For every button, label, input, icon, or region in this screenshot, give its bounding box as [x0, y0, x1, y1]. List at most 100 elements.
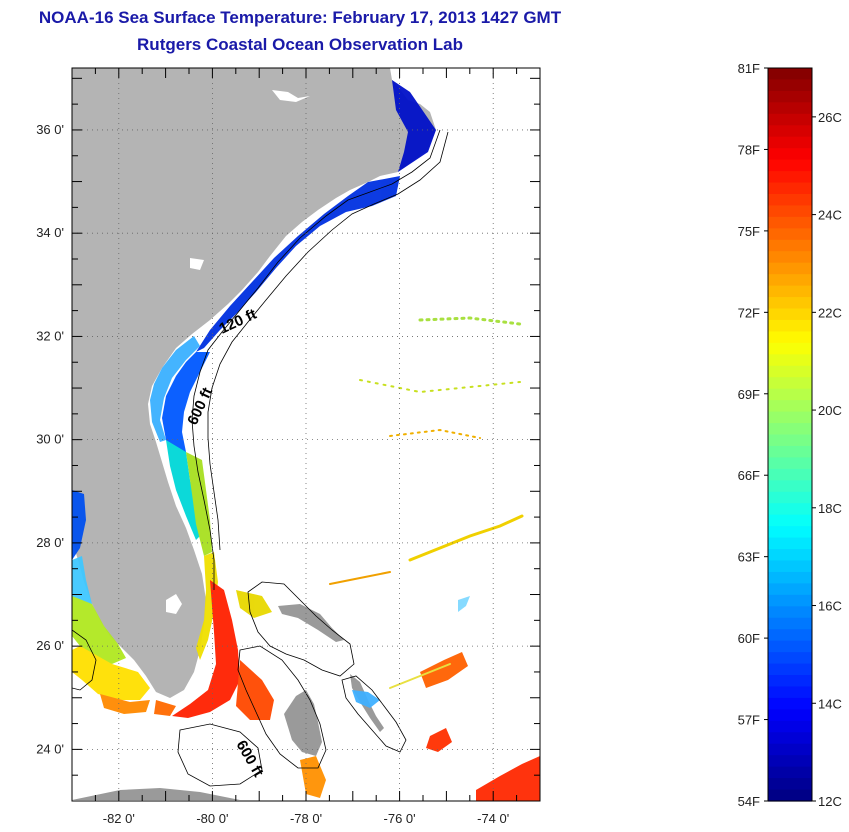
land-mainland	[72, 68, 436, 698]
land-bahamas-andros	[284, 690, 322, 756]
colorbar-swatch	[768, 205, 812, 218]
colorbar-swatch	[768, 571, 812, 584]
map-axes: 36 0' 34 0' 32 0' 30 0' 28 0' 26 0' 24 0' -82 0…	[36, 67, 541, 826]
colorbar-swatch	[768, 720, 812, 733]
lat-tick-label: 36 0'	[36, 122, 64, 137]
inland-water	[166, 90, 310, 614]
colorbar-swatch	[768, 709, 812, 722]
lat-tick-label: 30 0'	[36, 432, 64, 447]
colorbar-swatch	[768, 732, 812, 745]
sst-colorbar: 81F 78F 75F 72F 69F 66F 63F 60F 57F 54F 26C 24C 22C 2…	[738, 61, 842, 809]
colorbar-swatch	[768, 743, 812, 756]
colorbar-c-label: 22C	[818, 305, 842, 320]
colorbar-c-label: 20C	[818, 403, 842, 418]
lat-tick-label: 24 0'	[36, 741, 64, 756]
lon-tick-label: -78 0'	[290, 811, 322, 826]
colorbar-swatch	[768, 285, 812, 298]
colorbar-c-label: 16C	[818, 599, 842, 614]
colorbar-swatch	[768, 148, 812, 161]
colorbar-swatch	[768, 491, 812, 504]
colorbar-swatch	[768, 354, 812, 367]
bathymetry-contours	[72, 129, 449, 787]
colorbar-swatch	[768, 514, 812, 527]
colorbar-swatch	[768, 182, 812, 195]
colorbar-swatch	[768, 79, 812, 92]
lat-tick-label: 26 0'	[36, 638, 64, 653]
colorbar-swatch	[768, 617, 812, 630]
map-title: NOAA-16 Sea Surface Temperature: Februar…	[38, 8, 562, 27]
colorbar-swatch	[768, 686, 812, 699]
colorbar-swatch	[768, 434, 812, 447]
colorbar-swatch	[768, 136, 812, 149]
colorbar-swatch	[768, 789, 812, 802]
colorbar-swatch	[768, 251, 812, 264]
colorbar-f-label: 57F	[738, 713, 760, 728]
colorbar-swatch	[768, 297, 812, 310]
lat-tick-label: 34 0'	[36, 225, 64, 240]
lon-tick-label: -76 0'	[384, 811, 416, 826]
colorbar-swatch	[768, 663, 812, 676]
colorbar-swatch	[768, 766, 812, 779]
colorbar-swatch	[768, 629, 812, 642]
colorbar-swatch	[768, 423, 812, 436]
colorbar-swatch	[768, 262, 812, 275]
colorbar-swatch	[768, 388, 812, 401]
colorbar-swatch	[768, 125, 812, 138]
colorbar-f-label: 78F	[738, 142, 760, 157]
colorbar-swatch	[768, 319, 812, 333]
colorbar-swatch	[768, 411, 812, 424]
colorbar-swatch	[768, 697, 812, 710]
colorbar-swatch	[768, 331, 812, 344]
sst-swaths	[72, 80, 540, 801]
colorbar-f-label: 66F	[738, 468, 760, 483]
colorbar-f-label: 60F	[738, 631, 760, 646]
colorbar-f-label: 75F	[738, 224, 760, 239]
colorbar-swatch	[768, 159, 812, 172]
land-bahamas-grand	[278, 604, 344, 642]
lat-tick-label: 32 0'	[36, 328, 64, 343]
colorbar-swatch	[768, 216, 812, 229]
colorbar-swatch	[768, 102, 812, 115]
colorbar-swatch	[768, 468, 812, 481]
colorbar-frame	[767, 67, 813, 802]
colorbar-swatch	[768, 113, 812, 126]
contour-label-600ft-south: 600 ft	[233, 738, 267, 780]
colorbar-f-label: 72F	[738, 305, 760, 320]
colorbar-swatch	[768, 503, 812, 516]
colorbar-f-label: 63F	[738, 550, 760, 565]
colorbar-swatch	[768, 526, 812, 539]
colorbar-c-label: 24C	[818, 208, 842, 223]
colorbar-f-label: 81F	[738, 61, 760, 76]
colorbar-swatch	[768, 549, 812, 562]
colorbar-swatch	[768, 480, 812, 493]
colorbar-swatch	[768, 537, 812, 550]
colorbar-c-label: 26C	[818, 110, 842, 125]
colorbar-swatch	[768, 640, 812, 653]
colorbar-swatch	[768, 239, 812, 252]
lat-tick-label: 28 0'	[36, 535, 64, 550]
colorbar-swatch	[768, 342, 812, 355]
colorbar-swatch	[768, 606, 812, 619]
colorbar-c-label: 18C	[818, 501, 842, 516]
colorbar-swatch	[768, 90, 812, 103]
colorbar-swatch	[768, 675, 812, 688]
colorbar-f-label: 54F	[738, 794, 760, 809]
colorbar-swatch	[768, 228, 812, 241]
colorbar-swatch	[768, 652, 812, 665]
colorbar-swatch	[768, 274, 812, 287]
colorbar-swatch	[768, 308, 812, 321]
colorbar-swatch	[768, 400, 812, 413]
land-cuba	[72, 788, 240, 800]
colorbar-swatch	[768, 445, 812, 459]
colorbar-swatch	[768, 193, 812, 207]
colorbar-swatch	[768, 778, 812, 791]
map-subtitle: Rutgers Coastal Ocean Observation Lab	[137, 35, 463, 54]
lon-tick-label: -74 0'	[477, 811, 509, 826]
lon-tick-label: -82 0'	[103, 811, 135, 826]
colorbar-swatch	[768, 377, 812, 390]
colorbar-swatch	[768, 457, 812, 470]
colorbar-swatch	[768, 560, 812, 573]
lon-tick-label: -80 0'	[196, 811, 228, 826]
colorbar-swatch	[768, 583, 812, 596]
